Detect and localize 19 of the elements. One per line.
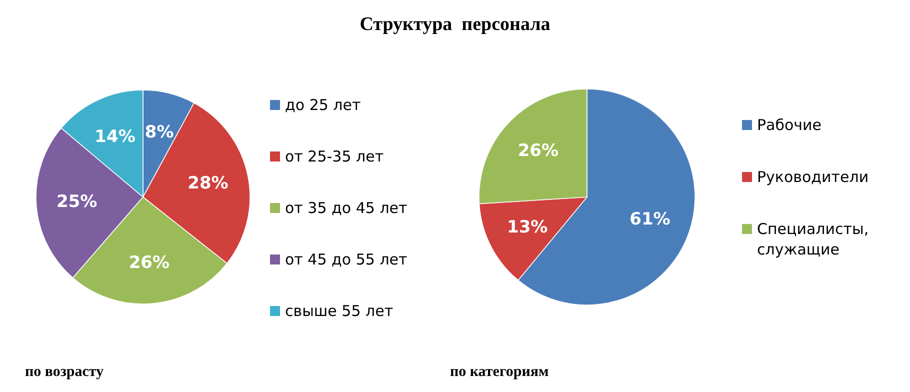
legend-label: Руководители: [757, 168, 869, 186]
text: по категориям: [450, 364, 549, 380]
data-label: 61%: [630, 210, 670, 230]
data-label: 8%: [144, 122, 174, 143]
text: по возрасту: [25, 364, 104, 380]
data-label: 28%: [188, 174, 228, 194]
data-label: 26%: [518, 141, 559, 162]
legend-label: от 35 до 45 лет: [285, 199, 408, 217]
data-label: 13%: [506, 217, 548, 238]
legend-label: от 45 до 55 лет: [285, 250, 408, 268]
legend-label: Рабочие: [757, 116, 822, 134]
data-label: 26%: [128, 253, 170, 274]
legend-label: до 25 лет: [285, 96, 361, 114]
data-label: 25%: [56, 192, 98, 212]
text: Структура персонала: [360, 14, 551, 35]
legend-label: от 25-35 лет: [285, 148, 384, 166]
data-label: 14%: [94, 126, 136, 147]
legend-label: Специалисты, служащие: [757, 220, 869, 258]
legend-label: свыше 55 лет: [285, 302, 394, 320]
